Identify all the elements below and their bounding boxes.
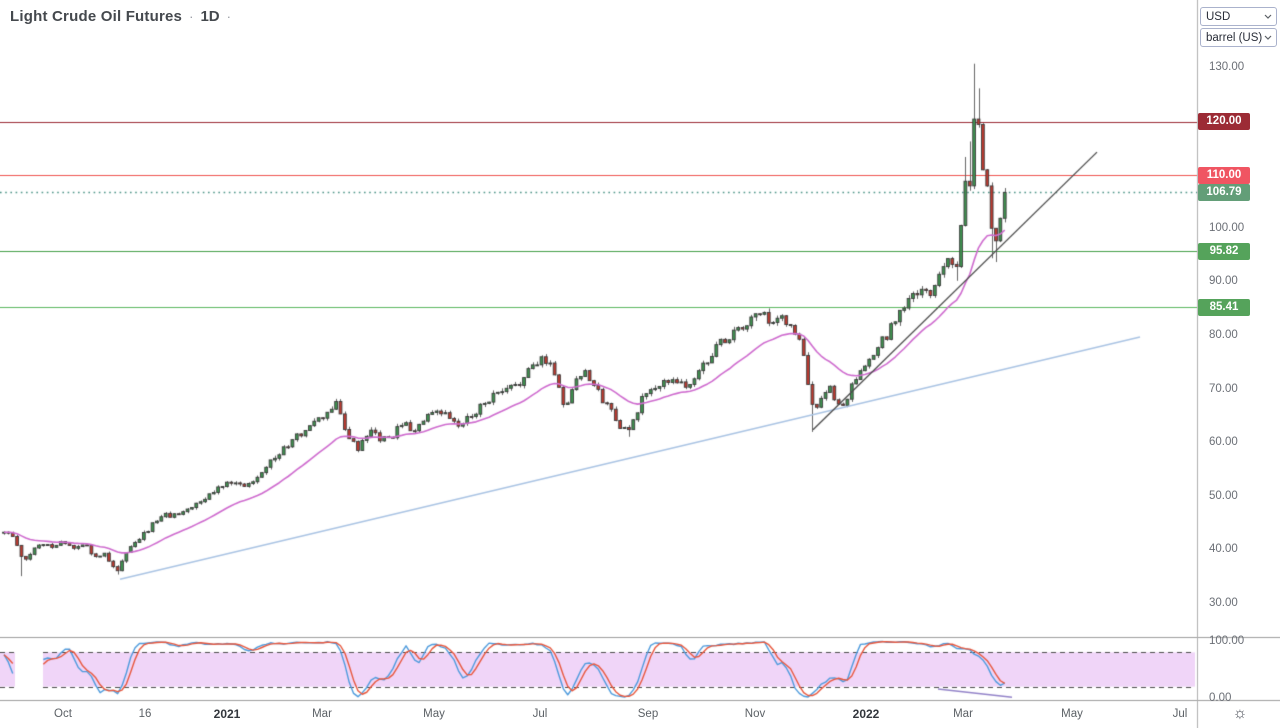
time-label-month: Jul (532, 708, 548, 720)
stochastic-tick: 100.00 (1209, 635, 1245, 647)
price-tick: 30.00 (1209, 597, 1238, 609)
time-label-month: Mar (312, 708, 332, 720)
symbol-title[interactable]: Light Crude Oil Futures (10, 8, 183, 25)
unit-select-value: barrel (US) (1206, 31, 1263, 44)
time-axis[interactable]: Oct 16 2021 Mar May Jul Sep Nov 2022 Mar May Jul (0, 700, 1197, 728)
price-tick: 90.00 (1209, 275, 1238, 288)
price-tick: 60.00 (1209, 436, 1238, 449)
chevron-down-icon (1264, 14, 1272, 19)
sun-icon[interactable]: ☼ (1232, 705, 1248, 722)
chevron-down-icon (1264, 35, 1272, 40)
currency-select[interactable]: USD (1200, 7, 1277, 26)
unit-select[interactable]: barrel (US) (1200, 28, 1277, 47)
time-label-month: Nov (744, 708, 766, 720)
price-tick: 70.00 (1209, 382, 1238, 395)
currency-select-value: USD (1206, 10, 1231, 23)
price-tick: 40.00 (1209, 543, 1238, 556)
unit-selectors: USD barrel (US) (1200, 7, 1277, 49)
legend-separator-dot: · (189, 9, 194, 24)
time-label-year: 2022 (852, 707, 880, 721)
price-tick: 80.00 (1209, 329, 1238, 341)
price-level-badge: 120.00 (1198, 113, 1250, 131)
time-label-month: Mar (953, 708, 973, 720)
time-label-month: May (423, 708, 445, 720)
price-axis[interactable]: 130.00 100.00 90.00 80.00 70.00 60.00 50.00 40.… (1197, 0, 1280, 704)
last-price-badge: 106.79 (1198, 183, 1250, 201)
price-tick: 50.00 (1209, 489, 1238, 502)
time-label-month: 16 (138, 708, 152, 720)
interval-label[interactable]: 1D (200, 8, 220, 25)
time-label-year: 2021 (213, 707, 241, 721)
price-level-badge: 85.41 (1198, 298, 1250, 316)
price-tick: 100.00 (1209, 221, 1245, 234)
time-label-month: Sep (637, 708, 659, 720)
price-level-badge: 110.00 (1198, 166, 1250, 184)
symbol-legend: Light Crude Oil Futures · 1D · (10, 8, 238, 25)
price-tick: 130.00 (1209, 61, 1245, 73)
time-label-month: Jul (1172, 708, 1188, 720)
time-label-month: Oct (54, 708, 72, 720)
price-level-badge: 95.82 (1198, 242, 1250, 260)
stochastic-tick: 0.00 (1209, 692, 1232, 704)
legend-trailing-dot: · (226, 9, 231, 24)
time-label-month: May (1061, 708, 1083, 720)
